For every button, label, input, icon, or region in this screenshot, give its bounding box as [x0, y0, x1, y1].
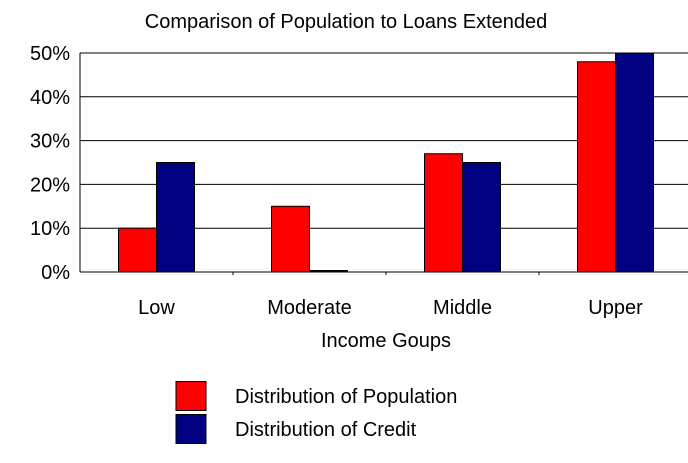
- legend-label: Distribution of Credit: [235, 419, 417, 441]
- bar-credit-middle: [462, 162, 501, 273]
- y-tick-label: 40%: [30, 87, 70, 109]
- y-tick-label: 0%: [41, 262, 70, 284]
- x-tick-labels: Low Moderate Middle Upper: [138, 297, 643, 319]
- legend: Distribution of Population Distribution o…: [175, 381, 457, 444]
- chart-title: Comparison of Population to Loans Extend…: [145, 11, 548, 33]
- axes: [79, 53, 688, 275]
- x-axis-label: Income Goups: [321, 330, 451, 352]
- x-tick-label: Middle: [433, 297, 492, 319]
- x-tick-label: Moderate: [267, 297, 352, 319]
- y-tick-label: 30%: [30, 131, 70, 153]
- y-tick-labels: 0% 10% 20% 30% 40% 50%: [30, 43, 70, 284]
- bar-credit-low: [156, 162, 195, 273]
- y-tick-label: 10%: [30, 218, 70, 240]
- y-tick-label: 20%: [30, 174, 70, 196]
- legend-label: Distribution of Population: [235, 386, 457, 408]
- bars: [118, 52, 654, 273]
- bar-population-upper: [577, 61, 616, 273]
- bar-population-moderate: [271, 205, 310, 273]
- bar-population-low: [118, 227, 157, 273]
- x-tick-label: Upper: [588, 297, 643, 319]
- x-tick-label: Low: [138, 297, 175, 319]
- y-tick-label: 50%: [30, 43, 70, 65]
- bar-population-middle: [424, 153, 463, 273]
- bar-credit-upper: [615, 52, 654, 273]
- legend-swatch: [175, 414, 207, 444]
- legend-swatch: [175, 381, 207, 411]
